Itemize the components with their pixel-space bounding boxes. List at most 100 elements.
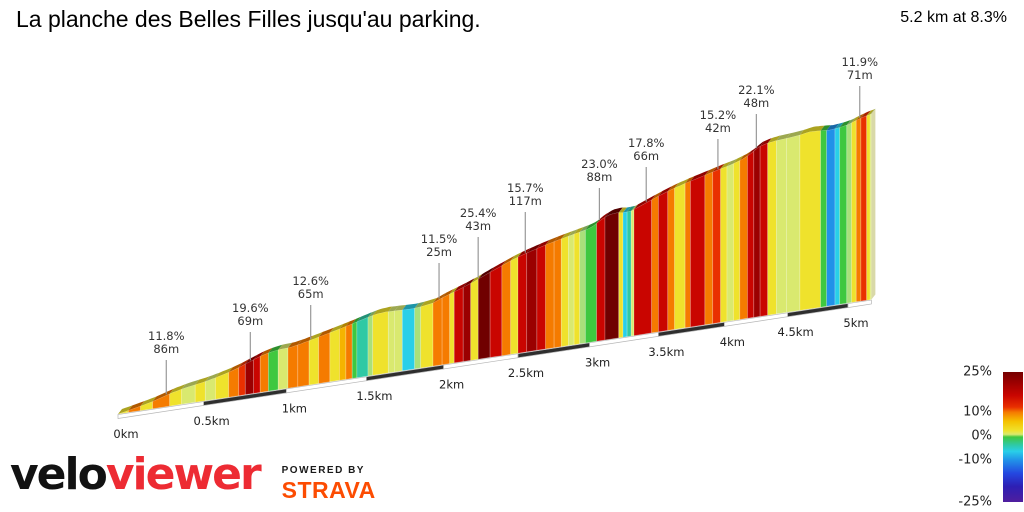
- annotation-length-label: 65m: [298, 287, 324, 301]
- legend-tick-label: -25%: [958, 494, 992, 510]
- gradient-segment-top: [195, 376, 210, 385]
- gradient-segment: [420, 302, 434, 369]
- gradient-segment-top: [618, 207, 627, 213]
- gradient-segment-top: [627, 205, 636, 212]
- annotation-gradient-label: 11.9%: [841, 55, 878, 69]
- gradient-segment-top: [253, 351, 265, 360]
- gradient-segment-top: [329, 323, 344, 333]
- gradient-segment: [733, 159, 741, 321]
- gradient-segment-top: [118, 405, 133, 414]
- gradient-segment: [414, 306, 422, 370]
- annotation-length-label: 69m: [237, 314, 263, 328]
- gradient-segment: [690, 174, 706, 328]
- km-tick-label: 0km: [113, 427, 138, 441]
- km-tick-label: 2.5km: [508, 366, 544, 380]
- gradient-annotations: 11.8%86m19.6%69m12.6%65m11.5%25m25.4%43m…: [148, 55, 878, 395]
- gradient-segment-top: [309, 331, 323, 341]
- gradient-segment-top: [739, 150, 752, 161]
- gradient-segment: [747, 150, 755, 319]
- gradient-segment-top: [568, 229, 579, 237]
- gradient-segment-top: [753, 141, 765, 151]
- legend-tick-label: 0%: [971, 428, 992, 444]
- gradient-segment-top: [733, 155, 744, 164]
- gradient-segment-top: [839, 120, 851, 128]
- gradient-segment-top: [140, 396, 157, 406]
- distance-scale-bar: [117, 299, 872, 419]
- gradient-segment: [684, 180, 691, 329]
- gradient-segment: [869, 113, 872, 301]
- gradient-segment: [622, 211, 628, 338]
- gradient-segment-top: [478, 267, 495, 280]
- gradient-segment-top: [205, 372, 220, 382]
- gradient-segment: [651, 195, 659, 334]
- gradient-segment-top: [835, 122, 844, 129]
- gradient-segment-top: [579, 224, 590, 232]
- gradient-segment-top: [870, 108, 876, 115]
- gradient-segment: [356, 316, 369, 379]
- gradient-segment: [553, 238, 562, 349]
- gradient-annotation: 11.9%71m: [841, 55, 878, 118]
- gradient-segment: [834, 126, 841, 306]
- footer-branding: veloviewer POWERED BY STRAVA: [10, 449, 376, 504]
- km-tick-label: 3.5km: [648, 345, 684, 359]
- gradient-segment: [501, 259, 512, 357]
- gradient-segment: [339, 325, 347, 381]
- annotation-gradient-label: 11.5%: [421, 232, 458, 246]
- gradient-segment-top: [288, 339, 302, 348]
- gradient-segment: [866, 113, 871, 301]
- veloviewer-logo[interactable]: veloviewer: [10, 449, 262, 501]
- km-tick-label: 1km: [282, 401, 307, 415]
- annotation-gradient-label: 17.8%: [628, 136, 665, 150]
- gradient-segment: [820, 129, 827, 308]
- gradient-segment: [432, 297, 443, 367]
- gradient-segment: [387, 310, 395, 374]
- strava-logo: STRAVA: [281, 477, 376, 503]
- gradient-annotation: 15.7%117m: [507, 181, 544, 253]
- gradient-segment-top: [712, 163, 725, 172]
- gradient-segment: [667, 187, 675, 331]
- km-tick-label: 0.5km: [194, 414, 230, 428]
- gradient-segment: [228, 366, 240, 398]
- gradient-segment: [259, 352, 269, 393]
- gradient-segment: [244, 358, 254, 396]
- annotation-gradient-label: 15.7%: [507, 181, 544, 195]
- veloviewer-logo-viewer: viewer: [105, 449, 262, 500]
- gradient-segment: [477, 271, 491, 360]
- gradient-segment-top: [860, 110, 871, 119]
- gradient-segment-top: [820, 125, 831, 131]
- gradient-segment: [704, 171, 714, 326]
- gradient-segment-top: [596, 212, 609, 224]
- gradient-segment-top: [228, 362, 243, 373]
- gradient-segment-top: [623, 206, 632, 213]
- gradient-segment-top: [536, 239, 550, 249]
- gradient-segment-top: [760, 138, 772, 147]
- gradient-segment-top: [866, 109, 875, 116]
- gradient-segment-top: [268, 344, 283, 353]
- gradient-segment-top: [442, 289, 454, 298]
- gradient-segment: [604, 212, 620, 341]
- gradient-segment: [351, 321, 358, 379]
- gradient-segment: [268, 349, 279, 392]
- gradient-segment-top: [449, 286, 459, 294]
- gradient-segment-top: [245, 354, 258, 364]
- annotation-length-label: 66m: [633, 149, 659, 163]
- gradient-segment: [579, 229, 586, 345]
- gradient-segment-top: [463, 278, 475, 288]
- gradient-segment-top: [152, 388, 174, 402]
- km-tick-label: 5km: [843, 316, 868, 330]
- gradient-segment-top: [605, 207, 623, 218]
- powered-by-label: POWERED BY: [281, 465, 365, 476]
- gradient-segment: [560, 235, 569, 348]
- gradient-segment-top: [402, 303, 419, 310]
- gradient-segment-top: [554, 233, 566, 242]
- climb-summary: 5.2 km at 8.3%: [900, 9, 1007, 26]
- gradient-segment: [526, 247, 538, 353]
- gradient-segment: [453, 286, 464, 364]
- gradient-segment: [826, 128, 836, 307]
- gradient-segment-top: [352, 316, 361, 324]
- strava-attribution[interactable]: POWERED BY STRAVA: [282, 449, 376, 504]
- gradient-segment-top: [574, 227, 584, 234]
- gradient-stripes: [117, 113, 872, 415]
- legend-tick-label: 25%: [963, 364, 992, 380]
